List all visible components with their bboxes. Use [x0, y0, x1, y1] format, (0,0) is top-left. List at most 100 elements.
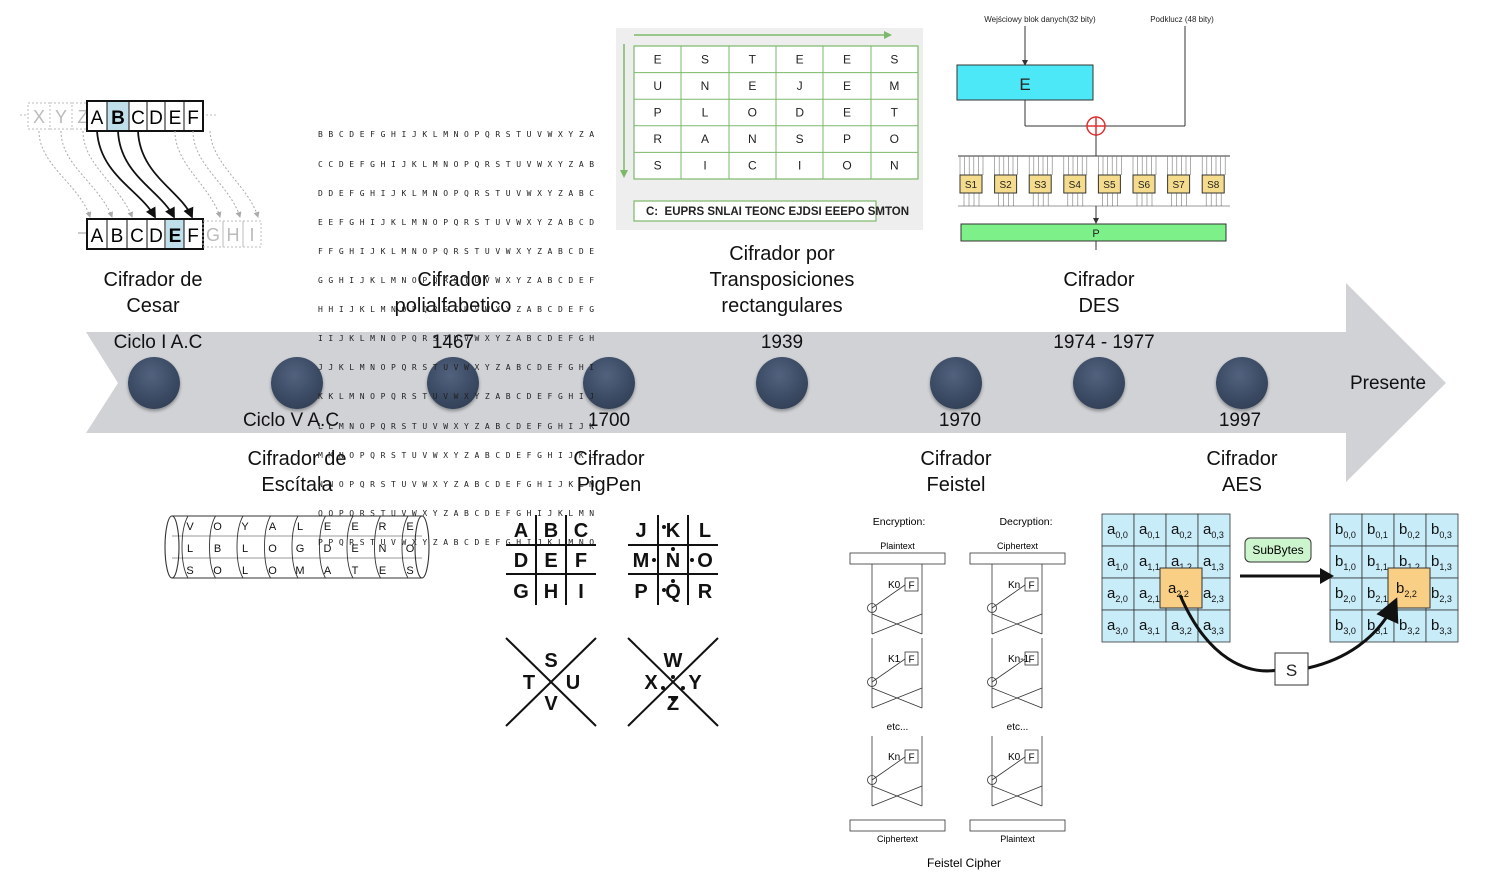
transposition-cell: E: [843, 106, 851, 120]
transposition-cell: N: [748, 132, 757, 146]
svg-text:I: I: [578, 581, 584, 603]
transposition-cell: N: [890, 159, 899, 173]
transposition-cell: E: [843, 79, 851, 93]
event-date: 1997: [1218, 410, 1262, 431]
svg-text:E: E: [169, 108, 182, 129]
scytale-letter: O: [406, 543, 415, 555]
svg-text:Q: Q: [665, 581, 681, 603]
vigenere-row: F F G H I J K L M N O P Q R S T U V W X …: [318, 246, 595, 256]
svg-text:A: A: [91, 108, 104, 129]
vigenere-row: E E F G H I J K L M N O P Q R S T U V W …: [318, 217, 595, 227]
svg-text:S: S: [544, 650, 557, 672]
aes-diagram: a0,0 a0,1 a0,2 a0,3a1,0 a1,1 a1,2 a1,3a2,0 a2,1…: [1101, 513, 1459, 686]
feistel-key: K0: [888, 580, 901, 591]
svg-text:T: T: [523, 672, 535, 694]
svg-text:P: P: [1092, 228, 1099, 240]
svg-text:E: E: [169, 226, 182, 247]
scytale-letter: O: [268, 543, 277, 555]
event-title: Cifrador polialfabetico: [394, 269, 512, 317]
scytale-letter: E: [351, 521, 358, 533]
event-title: Cifrador de Escítala: [247, 448, 347, 496]
svg-text:K: K: [666, 520, 681, 542]
svg-text:F: F: [575, 550, 587, 572]
scytale-letter: S: [186, 565, 193, 577]
timeline-node: [271, 357, 323, 409]
caesar-bottom-faded: G H I: [202, 220, 262, 248]
scytale-letter: M: [295, 565, 304, 577]
scytale-letter: S: [406, 565, 413, 577]
aes-cell: [1165, 513, 1199, 547]
timeline-end-label: Presente: [1349, 373, 1427, 394]
scytale-letter: N: [379, 543, 387, 555]
des-sbox: [1201, 174, 1225, 194]
scytale-letter: E: [406, 521, 413, 533]
aes-cell: [1133, 609, 1167, 643]
transposition-cell: N: [701, 79, 710, 93]
des-diagram: Wejściowy blok danych(32 bity) Podklucz …: [956, 15, 1230, 250]
scytale-letter: L: [187, 543, 193, 555]
svg-text:A: A: [91, 226, 104, 247]
aes-cell: [1329, 545, 1363, 579]
transposition-cell: S: [890, 52, 898, 66]
svg-text:B: B: [111, 226, 124, 247]
svg-text:A: A: [514, 520, 528, 542]
svg-text:Y: Y: [55, 107, 67, 127]
aes-cell: [1393, 513, 1427, 547]
svg-text:SubBytes: SubBytes: [1252, 543, 1303, 557]
event-title: Cifrador DES: [1063, 269, 1135, 317]
des-sbox-label: S5: [1103, 180, 1116, 191]
event-date: 1970: [938, 410, 982, 431]
timeline-node: [930, 357, 982, 409]
event-date: 1700: [587, 410, 631, 431]
feistel-key: Kn: [1008, 580, 1020, 591]
transposition-ciphertext: C: EUPRS SNLAI TEONC EJDSI EEEPO SMTON: [646, 206, 909, 218]
timeline-node: [128, 357, 180, 409]
scytale-letter: O: [268, 565, 277, 577]
sbox-s-box: [1274, 652, 1309, 686]
aes-cell: [1329, 609, 1363, 643]
svg-text:Z: Z: [667, 693, 679, 715]
vigenere-row: N N O P Q R S T U V W X Y Z A B C D E F …: [318, 479, 595, 489]
feistel-column: CiphertextPlaintextFKnFKn-1FK0etc...: [969, 541, 1066, 844]
scytale-letter: G: [296, 543, 305, 555]
scytale-letter: O: [213, 565, 222, 577]
transposition-cell: S: [654, 159, 662, 173]
svg-text:X: X: [644, 672, 658, 694]
pigpen-x-2: WX YZ: [644, 650, 702, 715]
transposition-cell: P: [843, 132, 851, 146]
svg-text:L: L: [699, 520, 711, 542]
svg-text:Ciphertext: Ciphertext: [877, 834, 919, 844]
transposition-cell: U: [653, 79, 662, 93]
subbytes-label-box: [1244, 537, 1312, 563]
transposition-cell: S: [796, 132, 804, 146]
caesar-cipher-diagram: X Y Z A B C D E F: [20, 100, 262, 250]
vigenere-row: I I J K L M N O P Q R S T U V W X Y Z A …: [318, 334, 595, 344]
aes-cell: [1197, 577, 1231, 611]
svg-text:F: F: [187, 108, 199, 129]
svg-text:Z: Z: [78, 107, 89, 127]
des-sbox: [959, 174, 983, 194]
svg-text:etc...: etc...: [887, 722, 909, 733]
des-sbox: [1063, 174, 1087, 194]
transposition-cell: D: [795, 106, 804, 120]
svg-text:F: F: [908, 655, 914, 666]
vigenere-row: G G H I J K L M N O P Q R S T U V W X Y …: [318, 275, 595, 285]
transposition-grid: E S T E E SU N E J E MP L O D E TR A N S P OS I C I O N: [653, 52, 899, 172]
svg-text:G: G: [206, 225, 220, 245]
svg-text:O: O: [697, 550, 713, 572]
des-input-label: Wejściowy blok danych(32 bity): [984, 15, 1096, 24]
transposition-cell: R: [653, 132, 662, 146]
des-sbox: [1132, 174, 1156, 194]
scytale-letter: V: [186, 521, 194, 533]
transposition-cell: I: [798, 159, 801, 173]
des-sbox-label: S6: [1138, 180, 1151, 191]
transposition-cell: C: [748, 159, 757, 173]
vigenere-table: B B C D E F G H I J K L M N O P Q R S T …: [318, 111, 594, 557]
feistel-key: K1: [888, 654, 901, 665]
scytale-letter: D: [324, 543, 332, 555]
svg-text:etc...: etc...: [1007, 722, 1029, 733]
des-key-label: Podklucz (48 bity): [1150, 15, 1214, 24]
aes-cell: [1329, 577, 1363, 611]
timeline-node: [1073, 357, 1125, 409]
